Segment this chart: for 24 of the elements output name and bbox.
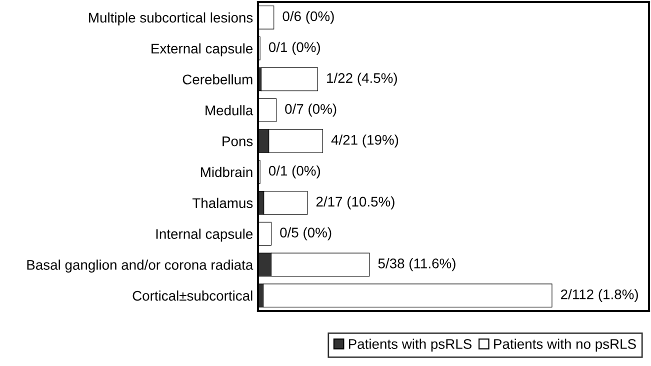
total-label: 1/22 (4.5%) bbox=[327, 72, 397, 86]
legend-label: Patients with no psRLS bbox=[494, 338, 636, 352]
bar bbox=[263, 284, 552, 308]
y-tick-label: Internal capsule bbox=[156, 228, 253, 242]
y-tick-label: Cortical±subcortical bbox=[132, 290, 252, 301]
total-label: 0/7 (0%) bbox=[285, 104, 336, 117]
y-tick-label: Pons bbox=[222, 136, 253, 146]
total-label: 0/1 (0%) bbox=[268, 42, 320, 55]
y-tick-label: Midbrain bbox=[201, 166, 252, 178]
total-label: 4/21 (19%) bbox=[331, 134, 398, 148]
total-label: 2/112 (1.8%) bbox=[561, 289, 638, 302]
y-tick-label: Multiple subcortical lesions bbox=[89, 12, 253, 26]
y-tick-label: Medulla bbox=[206, 105, 254, 116]
y-tick-label: Cerebellum bbox=[182, 74, 252, 84]
legend-label: Patients with psRLS bbox=[348, 338, 472, 352]
total-label: 5/38 (11.6%) bbox=[378, 258, 456, 272]
total-label: 0/1 (0%) bbox=[268, 165, 320, 178]
y-tick-label: Basal ganglion and/or corona radiata bbox=[27, 260, 254, 273]
total-label: 0/5 (0%) bbox=[280, 227, 332, 240]
y-tick-label: External capsule bbox=[152, 43, 253, 56]
y-tick-label: Thalamus bbox=[192, 198, 253, 208]
total-label: 2/17 (10.5%) bbox=[316, 196, 394, 210]
total-label: 0/6 (0%) bbox=[282, 10, 334, 24]
bar bbox=[260, 67, 318, 92]
